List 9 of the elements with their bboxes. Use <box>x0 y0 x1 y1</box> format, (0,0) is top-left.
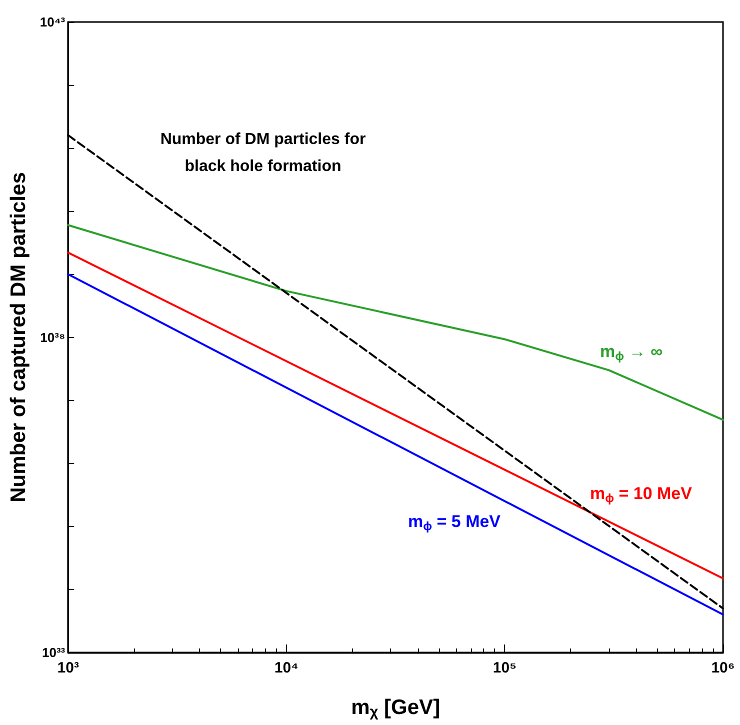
y-axis-title: Number of captured DM particles <box>7 172 30 502</box>
annotation: Number of DM particles for black hole formation <box>160 131 366 175</box>
x-tick-label: 10³ <box>57 660 79 676</box>
y-tick-label: 10⁴³ <box>40 14 66 30</box>
y-tick-label: 10³⁸ <box>40 330 66 345</box>
x-tick-label: 10⁵ <box>492 660 517 676</box>
y-tick-label: 10³³ <box>42 645 66 660</box>
x-tick-label: 10⁶ <box>711 660 735 676</box>
x-tick-label: 10⁴ <box>274 660 298 676</box>
